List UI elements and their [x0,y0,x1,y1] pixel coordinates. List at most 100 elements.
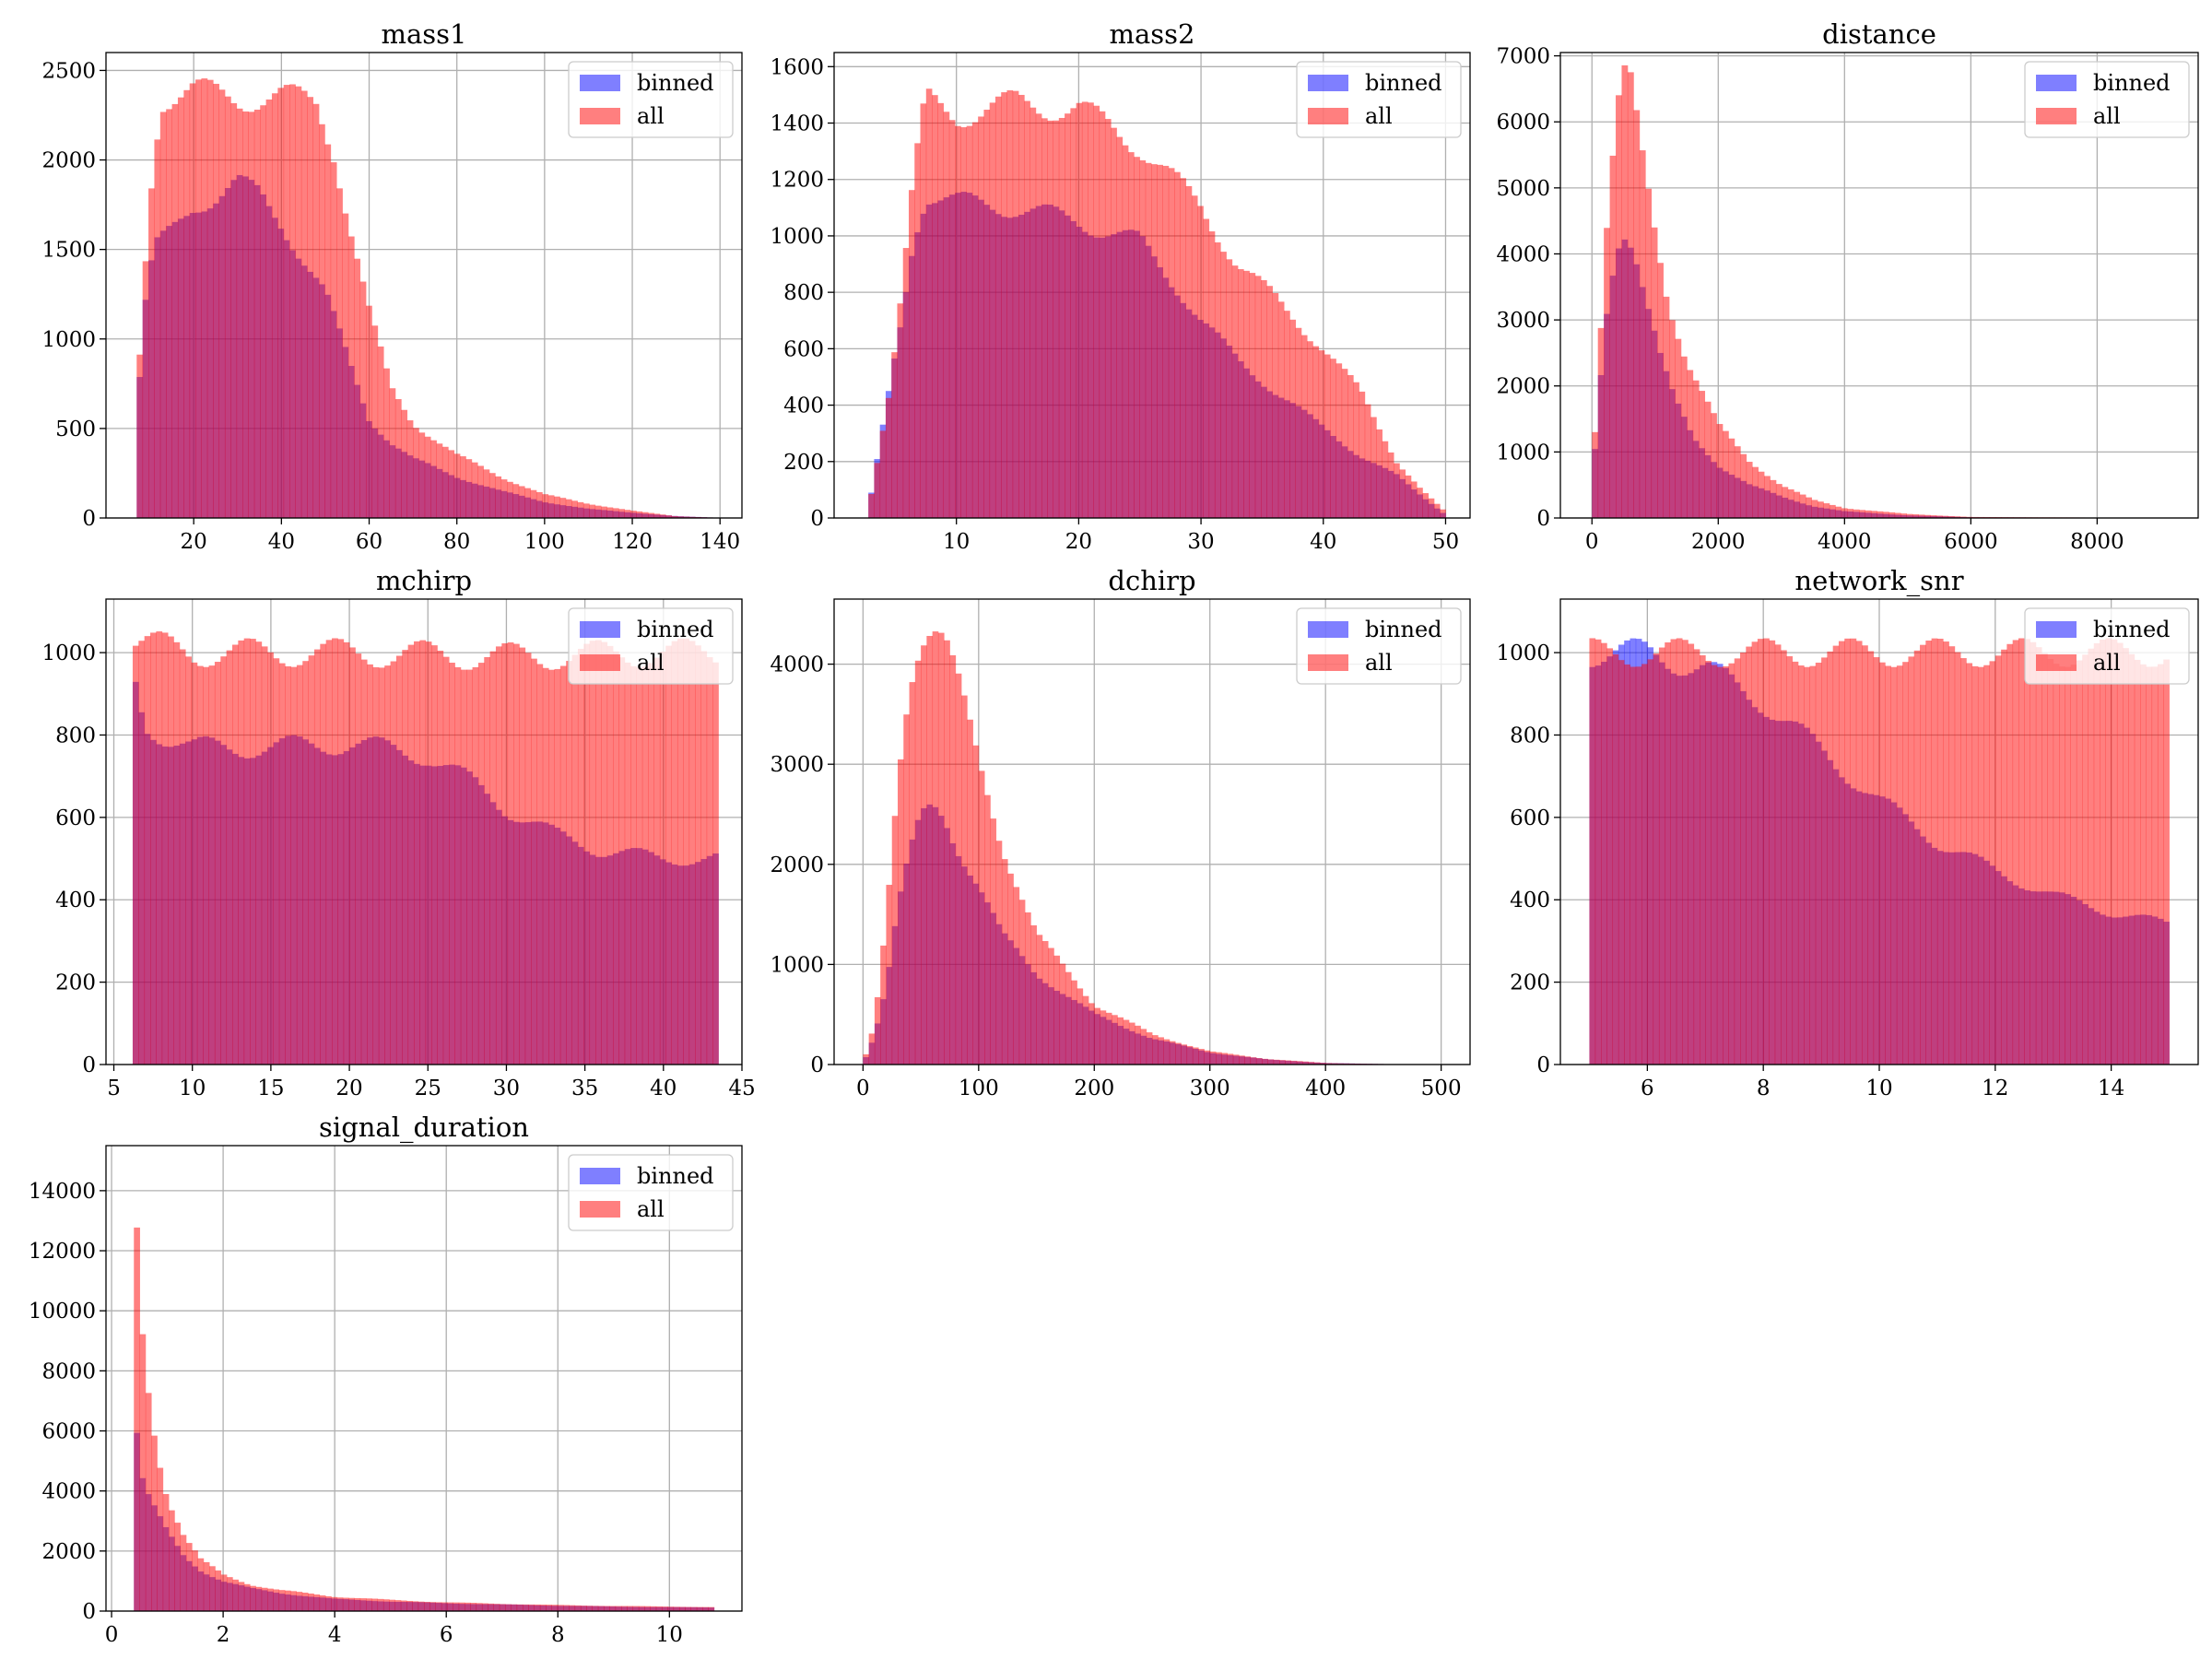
y-tick-label: 0 [810,507,824,531]
all-bar [1906,513,1913,518]
all-bar [1146,1032,1153,1065]
x-tick-label: 140 [700,530,740,554]
x-tick-label: 20 [181,530,207,554]
all-bar [1186,1045,1194,1065]
legend-label-binned: binned [637,617,714,642]
all-bar [577,501,584,518]
all-bar [209,1566,216,1611]
all-bar [1140,1029,1147,1065]
legend-swatch-binned [1308,75,1348,91]
all-bar [1841,508,1848,518]
y-tick-label: 2000 [1496,375,1550,399]
all-bar [477,663,485,1065]
all-bar [1185,185,1193,518]
all-bar [624,662,631,1065]
all-bar [185,656,192,1065]
all-bar [1018,900,1026,1065]
all-bar [2116,642,2124,1065]
all-bar [232,1579,239,1611]
all-bar [1382,441,1389,518]
all-bar [454,666,462,1065]
all-bar [278,663,286,1065]
chart-title: mass2 [1109,18,1194,50]
all-bar [342,1597,349,1611]
all-bar [185,1543,193,1611]
y-tick-label: 1500 [41,239,96,263]
all-bar [394,399,402,518]
all-bar [1024,100,1030,518]
all-bar [1341,369,1348,518]
x-tick-label: 100 [524,530,565,554]
all-bar [1711,413,1717,518]
all-bar [653,657,661,1065]
all-bar [238,1582,245,1611]
all-bar [168,636,174,1065]
y-tick-label: 800 [55,724,96,747]
all-bar [273,1589,280,1611]
all-bar [1645,188,1653,519]
all-bar [1053,955,1061,1065]
legend: binned all [1296,607,1462,685]
all-bar [566,661,572,1065]
legend-swatch-all [580,1201,620,1218]
y-tick-label: 600 [55,806,96,830]
all-bar [248,112,255,519]
all-bar [1296,1061,1303,1065]
series-all [863,631,1442,1065]
all-bar [606,507,614,518]
all-bar [359,281,367,518]
all-bar [1711,665,1718,1065]
all-bar [1630,666,1637,1065]
all-bar [2065,666,2071,1065]
all-bar [2047,659,2054,1065]
all-bar [1740,453,1747,518]
all-bar [1966,663,1973,1065]
all-bar [1693,649,1700,1065]
all-bar [177,97,184,519]
all-bar [1734,658,1741,1065]
all-bar [507,641,514,1065]
all-bar [1127,152,1135,518]
legend: binned all [2024,61,2190,138]
legend-label-binned: binned [2093,70,2171,96]
all-bar [203,1561,210,1611]
all-bar [435,1602,442,1611]
y-tick-label: 2000 [41,149,96,173]
all-bar [1809,665,1817,1065]
all-bar [524,488,531,518]
all-bar [308,655,315,1065]
all-bar [1006,89,1014,519]
all-bar [1001,859,1008,1065]
all-bar [1815,662,1822,1065]
all-bar [1647,659,1654,1065]
all-bar [1295,327,1302,518]
all-bar [265,99,273,519]
all-bar [1076,102,1083,519]
all-bar [1318,350,1325,518]
all-bar [378,667,385,1065]
all-bar [1197,206,1204,518]
all-bar [1959,516,1967,518]
all-bar [1237,269,1244,518]
all-bar [978,771,985,1065]
all-bar [594,505,602,518]
panel-mchirp: 5 10 15 20 25 30 35 40 45 0 200 400 600 800 1000 mchirp… [41,565,755,1100]
all-bar [1244,1056,1252,1065]
all-bar [366,1598,372,1611]
all-bar [678,1606,686,1611]
all-bar [1633,110,1641,518]
all-bar [696,1606,703,1611]
all-bar [542,667,549,1065]
all-bar [267,1588,274,1611]
all-bar [2163,659,2170,1065]
all-bar [1653,653,1660,1065]
all-bar [609,1606,617,1611]
all-bar [302,661,310,1065]
all-bar [1151,164,1158,519]
legend-label-binned: binned [1365,70,1442,96]
all-bar [1865,510,1872,518]
all-bar [1960,658,1967,1065]
all-bar [1359,391,1366,518]
all-bar [402,650,409,1065]
all-bar [589,504,596,518]
